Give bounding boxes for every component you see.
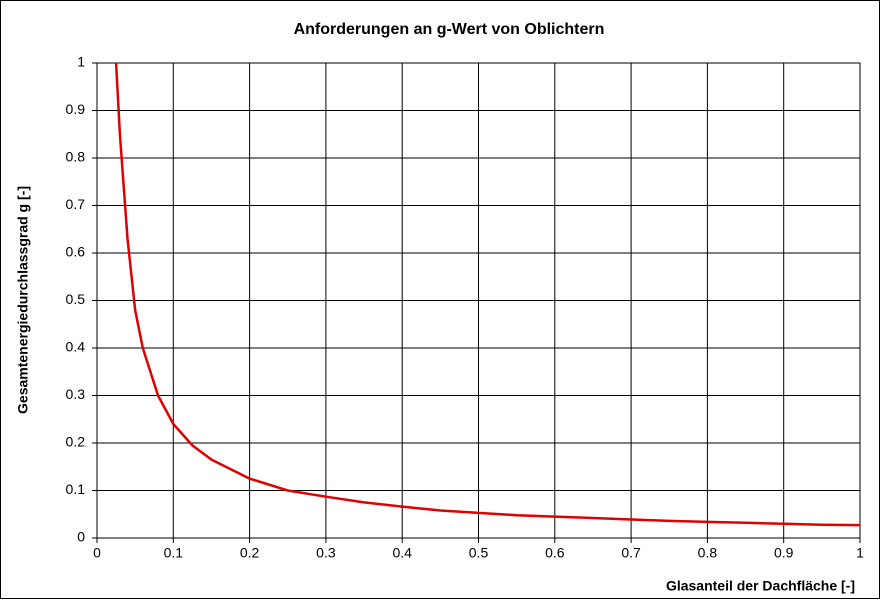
y-tick-label: 0.6 [66,244,86,260]
x-tick-label: 0.5 [469,545,489,561]
x-tick-label: 0.3 [316,545,336,561]
y-tick-label: 0.2 [66,434,86,450]
y-tick-label: 0.9 [66,101,86,117]
x-tick-label: 0.7 [621,545,641,561]
y-tick-label: 0 [77,529,85,545]
y-tick-label: 0.1 [66,481,86,497]
x-tick-label: 0.1 [164,545,184,561]
y-tick-label: 1 [77,54,85,70]
x-tick-label: 0 [93,545,101,561]
chart-title: Anforderungen an g-Wert von Oblichtern [294,21,605,38]
y-tick-label: 0.7 [66,196,86,212]
y-tick-label: 0.4 [66,339,86,355]
x-tick-label: 0.8 [698,545,718,561]
x-tick-label: 1 [856,545,864,561]
line-series [114,62,861,527]
x-tick-label: 0.2 [240,545,260,561]
y-tick-label: 0.8 [66,149,86,165]
x-tick-label: 0.6 [545,545,565,561]
y-axis-label: Gesamtenergiedurchlassgrad g [-] [15,186,31,414]
x-tick-label: 0.4 [392,545,412,561]
x-axis-label: Glasanteil der Dachfläche [-] [666,578,855,594]
x-tick-label: 0.9 [774,545,794,561]
y-tick-label: 0.3 [66,386,86,402]
y-tick-label: 0.5 [66,291,86,307]
